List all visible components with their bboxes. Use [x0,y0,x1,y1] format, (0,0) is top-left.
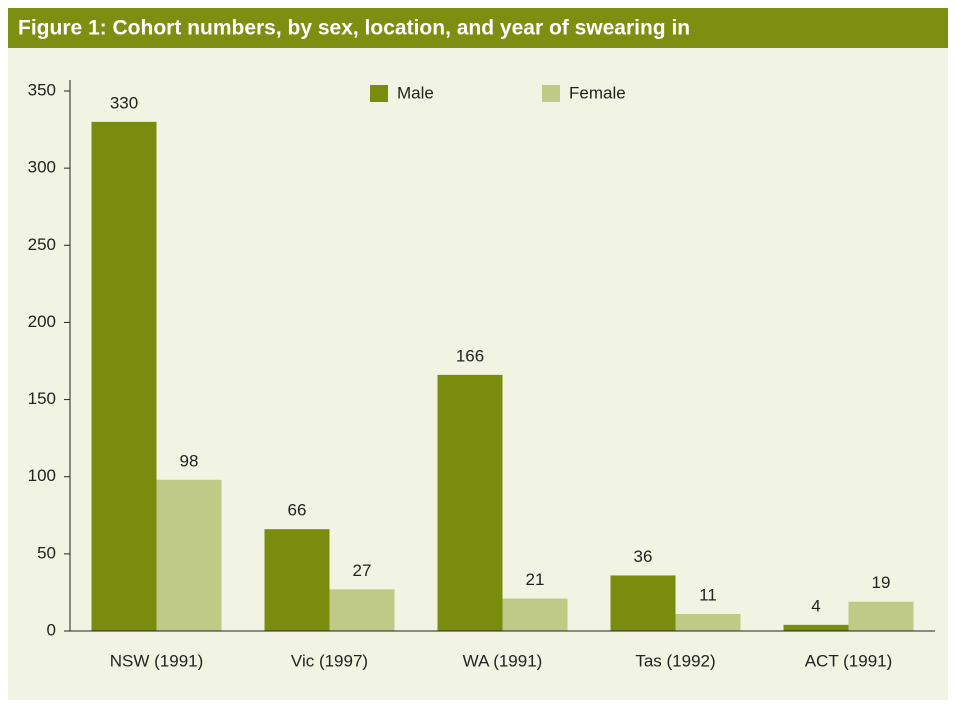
legend-swatch [370,85,388,102]
bar [91,121,157,631]
value-label: 98 [180,451,199,470]
value-label: 4 [811,596,820,615]
x-tick-label: WA (1991) [463,651,543,670]
y-tick-label: 50 [37,543,56,562]
legend-swatch [542,85,560,102]
title-bar [8,8,948,48]
value-label: 66 [288,501,307,520]
legend-label: Female [569,83,626,102]
value-label: 11 [699,586,717,605]
bar [610,575,676,631]
legend-label: Male [397,83,434,102]
value-label: 36 [634,547,653,566]
x-tick-label: NSW (1991) [110,651,204,670]
x-tick-label: Tas (1992) [635,651,715,670]
y-tick-label: 0 [47,620,56,639]
bar [783,624,849,631]
x-tick-label: ACT (1991) [805,651,893,670]
value-label: 21 [526,570,545,589]
value-label: 330 [110,93,138,112]
bar [264,529,330,631]
bar [848,601,914,631]
bar [329,589,395,631]
y-tick-label: 150 [28,389,56,408]
value-label: 166 [456,346,484,365]
y-tick-label: 350 [28,80,56,99]
bar [156,479,222,631]
y-tick-label: 200 [28,312,56,331]
bar [502,598,568,631]
x-tick-label: Vic (1997) [291,651,368,670]
value-label: 27 [353,561,372,580]
chart-title: Figure 1: Cohort numbers, by sex, locati… [18,17,690,40]
bar [675,614,741,631]
bar [437,374,503,631]
y-tick-label: 300 [28,158,56,177]
value-label: 19 [872,573,891,592]
y-tick-label: 250 [28,235,56,254]
y-tick-label: 100 [28,466,56,485]
